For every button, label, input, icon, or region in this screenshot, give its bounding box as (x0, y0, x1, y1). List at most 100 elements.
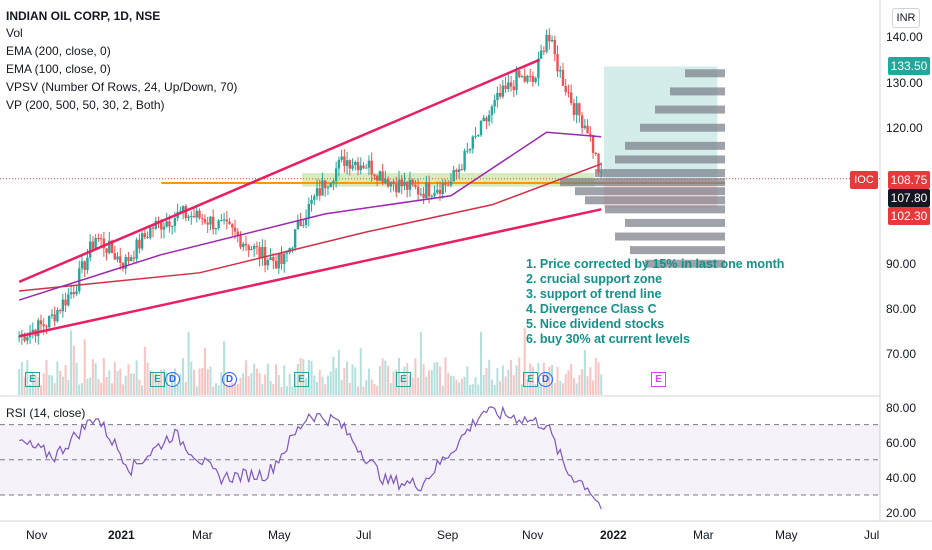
mid-price-tag: 107.80 (888, 189, 930, 207)
candle-body (389, 181, 393, 187)
earnings-event-icon[interactable]: E (651, 372, 666, 387)
volume-bar (162, 369, 165, 395)
volume-profile-bar (605, 205, 725, 214)
earnings-event-icon[interactable]: E (396, 372, 411, 387)
candle-body (572, 103, 576, 115)
currency-button[interactable]: INR (892, 8, 920, 28)
volume-bar (515, 365, 518, 395)
volume-bar (50, 375, 53, 395)
time-axis-label: Sep (437, 528, 459, 542)
indicator-ema100[interactable]: EMA (100, close, 0) (6, 62, 111, 76)
volume-bar (258, 373, 261, 395)
candle-body (39, 320, 43, 325)
candle-body (75, 291, 78, 295)
indicator-vp[interactable]: VP (200, 500, 50, 30, 2, Both) (6, 98, 165, 112)
candle-body (586, 125, 589, 134)
volume-bar (42, 373, 45, 395)
volume-bar (403, 366, 406, 395)
rsi-line (18, 405, 602, 510)
earnings-event-icon[interactable]: E (523, 372, 538, 387)
earnings-event-icon[interactable]: E (25, 372, 40, 387)
volume-bar (469, 384, 472, 395)
volume-bar (31, 372, 34, 395)
candle-body (26, 337, 29, 341)
rsi-axis-label: 40.00 (886, 471, 917, 485)
volume-bar (48, 374, 51, 395)
candle-body (356, 161, 360, 171)
candle-body (291, 247, 294, 249)
candle-body (220, 220, 223, 222)
candle-body (430, 195, 434, 197)
candle-body (124, 256, 127, 269)
candle-body (80, 261, 84, 269)
volume-bar (460, 378, 463, 395)
price-axis-label: 140.00 (886, 30, 923, 44)
volume-profile-bar (645, 259, 725, 268)
volume-bar (102, 358, 105, 395)
candle-body (537, 58, 540, 78)
candle-body (375, 175, 379, 181)
candle-body (468, 148, 472, 151)
dividend-event-icon[interactable]: D (222, 372, 237, 387)
indicator-vol[interactable]: Vol (6, 26, 23, 40)
indicator-vpsv[interactable]: VPSV (Number Of Rows, 24, Up/Down, 70) (6, 80, 238, 94)
earnings-event-icon[interactable]: E (150, 372, 165, 387)
candle-body (324, 180, 327, 189)
indicator-ema200[interactable]: EMA (200, close, 0) (6, 44, 111, 58)
candle-body (400, 179, 403, 187)
volume-bar (242, 373, 245, 395)
candle-body (198, 210, 201, 219)
candle-body (195, 210, 198, 218)
candle-body (132, 257, 136, 259)
volume-bar (452, 376, 455, 395)
volume-bar (214, 383, 217, 395)
annotation-line: 2. crucial support zone (526, 272, 663, 286)
candle-body (539, 50, 543, 59)
candle-body (228, 221, 231, 225)
candle-body (280, 253, 283, 264)
volume-profile-bar (560, 178, 725, 187)
volume-bar (583, 350, 586, 395)
volume-bar (234, 383, 237, 395)
volume-bar (477, 384, 480, 395)
volume-bar (119, 368, 122, 395)
volume-profile-bar (615, 155, 725, 164)
volume-bar (326, 375, 329, 395)
volume-bar (190, 361, 193, 395)
candle-body (236, 231, 239, 236)
candle-body (583, 125, 587, 129)
volume-bar (365, 380, 368, 395)
candle-body (165, 221, 168, 227)
earnings-event-icon[interactable]: E (294, 372, 309, 387)
volume-bar (184, 381, 187, 395)
volume-bar (310, 360, 313, 395)
volume-bar (152, 373, 155, 395)
volume-bar (124, 375, 127, 395)
volume-bar (466, 366, 469, 395)
candle-body (438, 189, 442, 194)
dividend-event-icon[interactable]: D (538, 372, 553, 387)
volume-bar (247, 376, 250, 395)
volume-bar (168, 386, 171, 395)
volume-bar (291, 386, 294, 395)
candle-body (94, 238, 97, 249)
candle-body (86, 257, 89, 271)
volume-bar (419, 332, 422, 395)
candle-body (362, 165, 365, 169)
volume-bar (195, 386, 198, 395)
dividend-event-icon[interactable]: D (165, 372, 180, 387)
volume-bar (490, 379, 493, 395)
volume-bar (67, 380, 70, 395)
time-axis-label: 2022 (600, 528, 627, 542)
candle-body (427, 182, 431, 197)
volume-bar (496, 367, 499, 395)
volume-bar (348, 382, 351, 395)
rsi-title[interactable]: RSI (14, close) (6, 406, 86, 420)
candle-body (345, 160, 349, 166)
candle-body (463, 151, 466, 170)
candle-body (231, 224, 234, 228)
symbol-title: INDIAN OIL CORP, 1D, NSE (6, 9, 161, 23)
candle-body (110, 240, 114, 254)
